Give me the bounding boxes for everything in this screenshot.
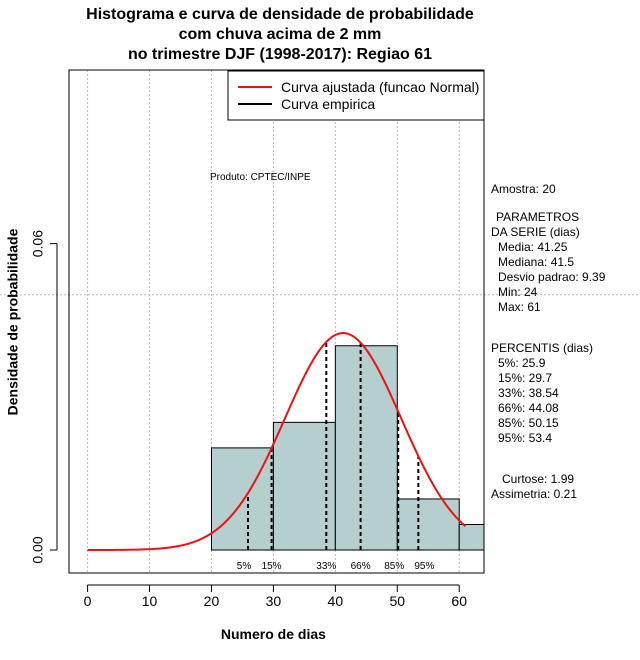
legend-box — [227, 70, 485, 121]
stat-params-header-1: PARAMETROS — [496, 210, 580, 224]
stat-percents-header: PERCENTIS (dias) — [491, 341, 594, 355]
x-tick-label-60: 60 — [451, 593, 467, 609]
x-tick-label-40: 40 — [328, 593, 344, 609]
x-tick-label-30: 30 — [266, 593, 282, 609]
percentile-label-6: 95% — [414, 561, 434, 572]
stat-curtose: Curtose: 1.99 — [502, 472, 575, 486]
plot-frame — [68, 69, 485, 574]
stat-mediana: Mediana: 41.5 — [498, 255, 575, 269]
y-tick-label-0: 0.00 — [30, 536, 46, 563]
percentile-label-4: 66% — [351, 561, 371, 572]
stat-p15: 15%: 29.7 — [498, 371, 553, 385]
histogram-bar-3 — [334, 345, 398, 551]
x-tick-label-10: 10 — [142, 593, 158, 609]
stat-p33: 33%: 38.54 — [498, 386, 559, 400]
x-tick-label-50: 50 — [389, 593, 405, 609]
stat-params-header-2: DA SERIE (dias) — [491, 225, 580, 239]
legend-label-2: Curva empirica — [281, 96, 375, 112]
y-axis-title: Densidade de probabilidade — [5, 228, 21, 415]
x-axis-title: Numero de dias — [221, 626, 326, 642]
percentile-label-2: 15% — [262, 561, 282, 572]
percentile-label-5: 85% — [384, 561, 404, 572]
x-tick-label-20: 20 — [204, 593, 220, 609]
stat-amostra: Amostra: 20 — [491, 182, 556, 196]
histogram-bar-5 — [458, 523, 485, 551]
percentile-label-1: 5% — [237, 561, 252, 572]
stat-p85: 85%: 50.15 — [498, 416, 559, 430]
chart-title-line-2: com chuva acima de 2 mm — [178, 26, 382, 43]
stat-desvio: Desvio padrao: 9.39 — [498, 270, 606, 284]
percentile-label-3: 33% — [316, 561, 336, 572]
stat-min: Min: 24 — [498, 285, 538, 299]
legend-label-1: Curva ajustada (funcao Normal) — [281, 79, 479, 95]
chart-title-line-3: no trimestre DJF (1998-2017): Regiao 61 — [127, 46, 433, 63]
stat-assimetria: Assimetria: 0.21 — [491, 487, 578, 501]
stat-media: Media: 41.25 — [498, 240, 568, 254]
stat-p95: 95%: 53.4 — [498, 431, 553, 445]
histogram-bar-4 — [396, 498, 460, 551]
stat-p66: 66%: 44.08 — [498, 401, 559, 415]
chart-title-line-1: Histograma e curva de densidade de proba… — [86, 6, 474, 23]
stat-p5: 5%: 25.9 — [498, 356, 546, 370]
y-tick-label-1: 0.06 — [30, 230, 46, 257]
normal-fit-curve — [87, 332, 467, 552]
x-tick-label-0: 0 — [84, 593, 92, 609]
stat-max: Max: 61 — [498, 300, 541, 314]
product-note: Produto: CPTEC/INPE — [210, 172, 311, 183]
